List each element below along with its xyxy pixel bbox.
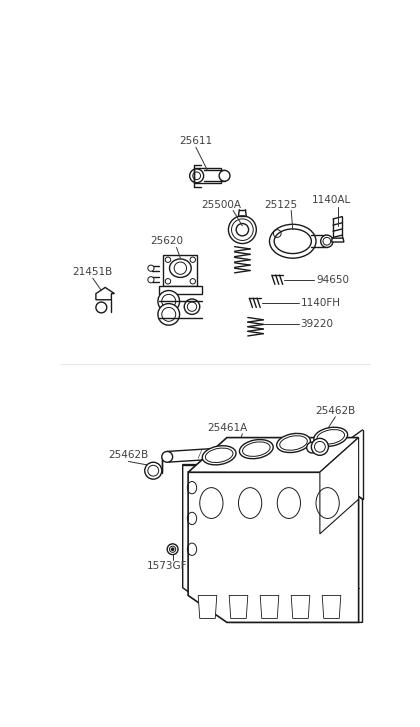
Ellipse shape <box>148 265 154 271</box>
Text: 25620: 25620 <box>151 236 184 246</box>
Text: 1573GF: 1573GF <box>147 561 187 571</box>
Polygon shape <box>163 255 197 286</box>
Ellipse shape <box>311 438 328 455</box>
Text: 1140AL: 1140AL <box>312 196 351 206</box>
Text: 39220: 39220 <box>300 319 333 329</box>
Ellipse shape <box>277 433 310 452</box>
Polygon shape <box>188 438 359 473</box>
Text: 25611: 25611 <box>179 136 213 146</box>
Text: 25500A: 25500A <box>202 200 242 210</box>
Polygon shape <box>96 287 115 300</box>
Polygon shape <box>229 595 248 619</box>
Polygon shape <box>188 473 359 622</box>
Ellipse shape <box>167 544 178 555</box>
Text: 25461A: 25461A <box>207 423 247 433</box>
Text: 1140FH: 1140FH <box>300 298 341 308</box>
Polygon shape <box>320 438 359 534</box>
Text: 21451B: 21451B <box>73 267 113 277</box>
Ellipse shape <box>219 170 230 181</box>
Polygon shape <box>194 168 221 183</box>
Polygon shape <box>291 595 310 619</box>
Polygon shape <box>198 595 217 619</box>
Polygon shape <box>322 595 341 619</box>
Text: 94650: 94650 <box>316 275 349 285</box>
Text: 25462B: 25462B <box>315 406 355 416</box>
Ellipse shape <box>307 442 318 453</box>
Ellipse shape <box>158 304 180 325</box>
Ellipse shape <box>171 548 174 550</box>
Polygon shape <box>260 595 279 619</box>
Polygon shape <box>331 238 344 242</box>
Ellipse shape <box>228 216 256 244</box>
Ellipse shape <box>239 440 273 459</box>
Polygon shape <box>159 286 202 294</box>
Text: 25125: 25125 <box>265 200 298 210</box>
Ellipse shape <box>162 451 173 462</box>
Ellipse shape <box>270 225 316 258</box>
Ellipse shape <box>148 277 154 283</box>
Text: 25462B: 25462B <box>108 450 149 460</box>
Ellipse shape <box>314 427 348 446</box>
Ellipse shape <box>320 235 333 247</box>
Ellipse shape <box>145 462 162 479</box>
Ellipse shape <box>158 291 180 312</box>
Polygon shape <box>183 465 362 622</box>
Ellipse shape <box>184 299 200 314</box>
Ellipse shape <box>202 446 236 465</box>
